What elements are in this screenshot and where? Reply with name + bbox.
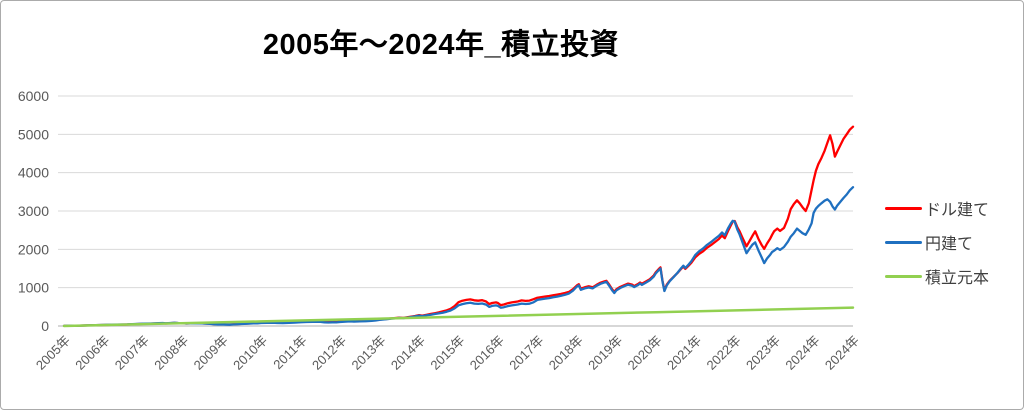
legend-item-dollar: ドル建て	[885, 191, 989, 225]
x-tick-label: 2015年	[427, 333, 467, 373]
y-tick-label: 3000	[18, 203, 49, 219]
y-tick-label: 0	[41, 318, 49, 334]
y-tick-label: 1000	[18, 280, 49, 296]
legend-item-yen: 円建て	[885, 225, 989, 259]
x-tick-label: 2017年	[506, 333, 546, 373]
dollar-line	[62, 125, 855, 328]
legend-item-principal: 積立元本	[885, 259, 989, 293]
x-tick-label: 2020年	[625, 333, 665, 373]
x-tick-label: 2005年	[33, 333, 73, 373]
legend-label-yen: 円建て	[925, 236, 974, 253]
x-tick-label: 2022年	[704, 333, 744, 373]
principal-line	[62, 306, 855, 328]
legend-swatch-yen	[885, 240, 922, 244]
x-tick-label: 2024年	[782, 333, 822, 373]
x-tick-label: 2021年	[664, 333, 704, 373]
x-tick-label: 2008年	[151, 333, 191, 373]
y-tick-label: 6000	[18, 88, 49, 104]
x-tick-label: 2019年	[585, 333, 625, 373]
y-tick-label: 2000	[18, 241, 49, 257]
x-tick-label: 2016年	[467, 333, 507, 373]
x-tick-label: 2012年	[309, 333, 349, 373]
x-tick-label: 2013年	[348, 333, 388, 373]
legend: ドル建て円建て積立元本	[885, 191, 989, 293]
legend-label-dollar: ドル建て	[925, 202, 990, 219]
x-tick-label: 2018年	[546, 333, 586, 373]
x-tick-label: 2024年	[822, 333, 862, 373]
y-tick-label: 4000	[18, 165, 49, 181]
yen-line	[62, 186, 855, 328]
x-tick-label: 2010年	[230, 333, 270, 373]
x-tick-label: 2011年	[270, 333, 310, 373]
x-tick-label: 2023年	[743, 333, 783, 373]
chart-title: 2005年〜2024年_積立投資	[262, 29, 620, 61]
x-tick-label: 2009年	[191, 333, 231, 373]
x-tick-label: 2014年	[388, 333, 428, 373]
legend-swatch-dollar	[885, 206, 922, 210]
legend-label-principal: 積立元本	[925, 270, 990, 287]
x-tick-label: 2006年	[72, 333, 112, 373]
y-tick-label: 5000	[18, 126, 49, 142]
x-tick-label: 2007年	[112, 333, 152, 373]
legend-swatch-principal	[885, 274, 922, 278]
